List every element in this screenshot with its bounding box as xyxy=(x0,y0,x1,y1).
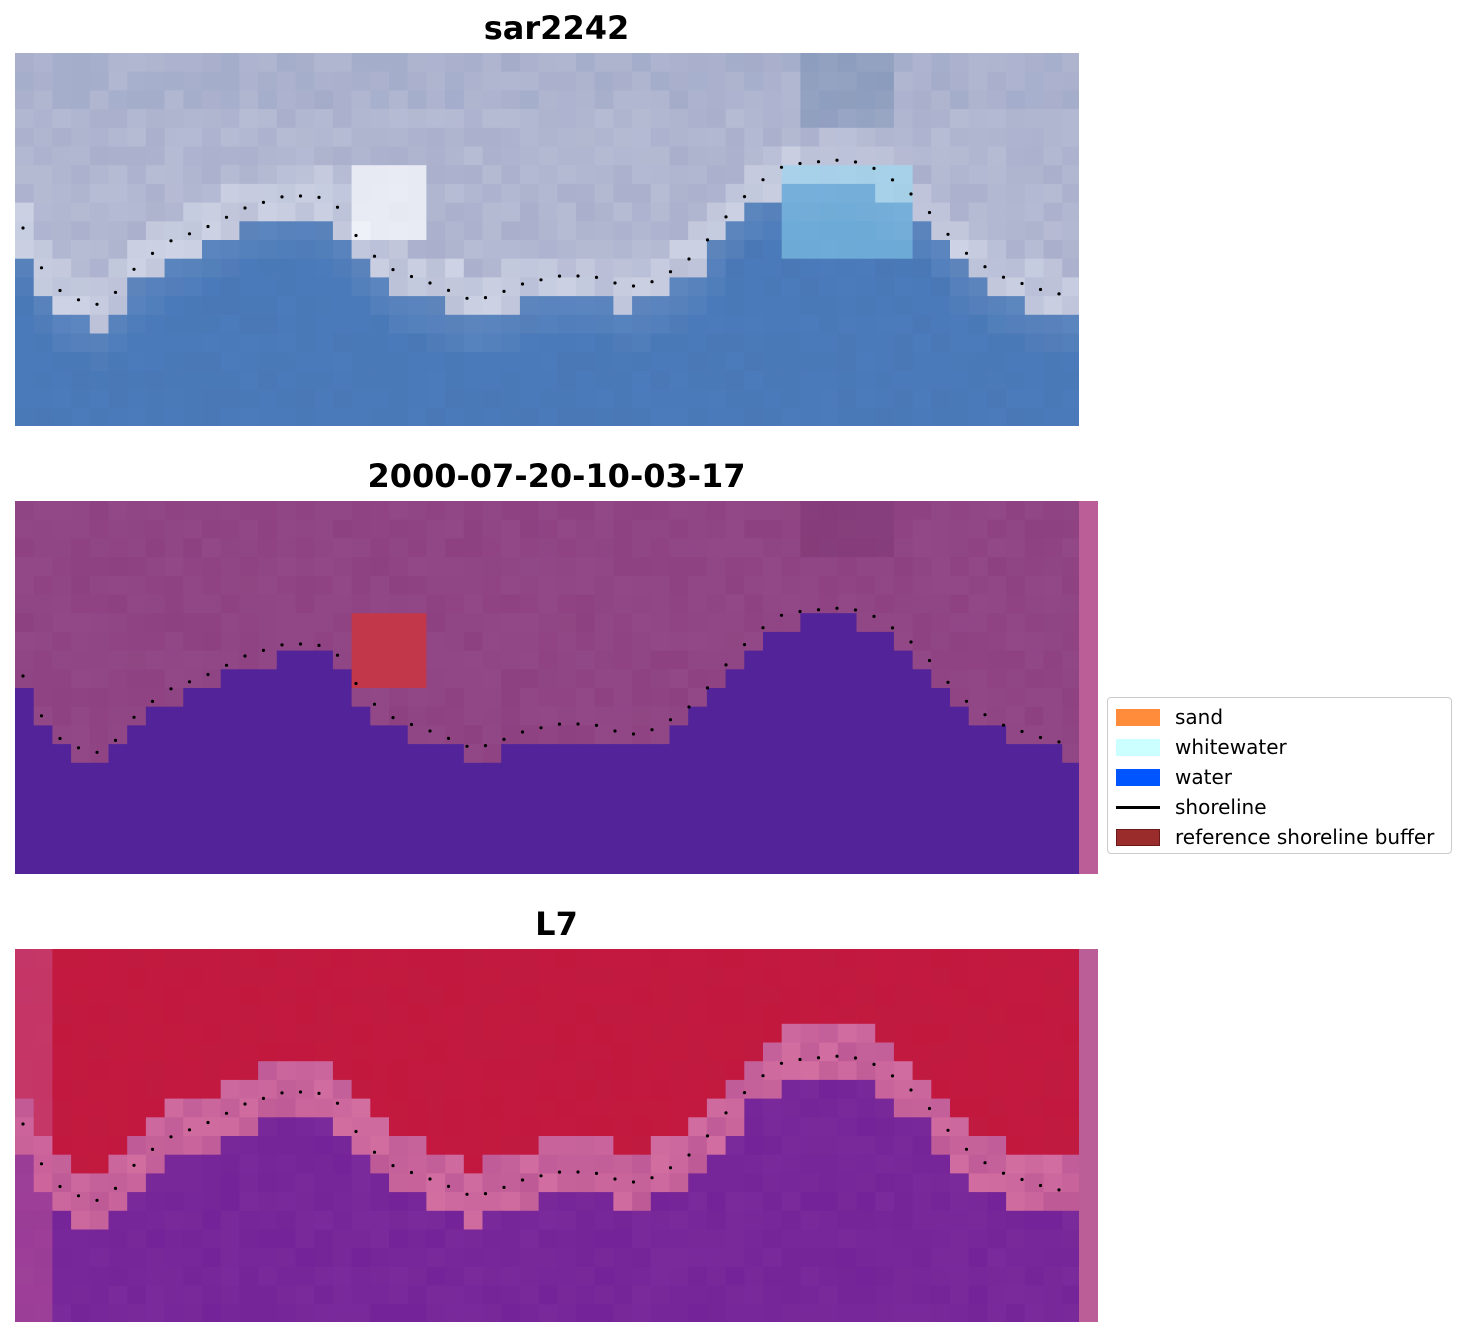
side-strip xyxy=(1079,949,1098,1322)
sand-swatch xyxy=(1116,709,1160,726)
panel-title-classified: 2000-07-20-10-03-17 xyxy=(367,457,746,495)
legend-item-whitewater: whitewater xyxy=(1108,732,1451,762)
raster-pixels xyxy=(15,53,1079,426)
legend-item-reference-buffer: reference shoreline buffer xyxy=(1108,822,1451,852)
legend-label-water: water xyxy=(1175,765,1232,789)
raster-pixels xyxy=(15,501,1082,874)
rgb-image-panel xyxy=(15,53,1079,426)
rgb-image xyxy=(15,53,1079,426)
whitewater-swatch xyxy=(1116,739,1160,756)
mndwi-image xyxy=(15,949,1098,1322)
shoreline-points xyxy=(21,606,1061,754)
mndwi-image-panel xyxy=(15,949,1098,1322)
legend-label-shoreline: shoreline xyxy=(1175,795,1267,819)
legend-label-whitewater: whitewater xyxy=(1175,735,1287,759)
water-swatch xyxy=(1116,769,1160,786)
shoreline-line-swatch xyxy=(1116,806,1160,809)
raster-pixels xyxy=(15,949,1082,1322)
shoreline-points xyxy=(21,158,1061,306)
side-strip xyxy=(1079,501,1098,874)
panel-title-rgb: sar2242 xyxy=(483,9,630,47)
shoreline-points xyxy=(21,1054,1061,1202)
legend-item-shoreline: shoreline xyxy=(1108,792,1451,822)
legend-label-reference-buffer: reference shoreline buffer xyxy=(1175,825,1435,849)
reference-buffer-swatch xyxy=(1116,829,1160,846)
panel-title-mndwi: L7 xyxy=(535,905,578,943)
legend-label-sand: sand xyxy=(1175,705,1224,729)
classified-image-panel xyxy=(15,501,1098,874)
legend-item-water: water xyxy=(1108,762,1451,792)
legend: sand whitewater water shoreline referenc… xyxy=(1107,697,1452,854)
legend-item-sand: sand xyxy=(1108,702,1451,732)
classified-image xyxy=(15,501,1098,874)
